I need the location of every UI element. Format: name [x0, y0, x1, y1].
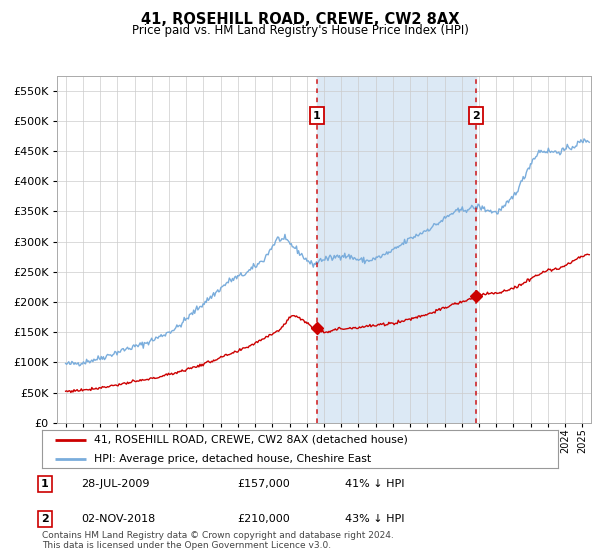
Text: 41% ↓ HPI: 41% ↓ HPI: [345, 479, 404, 489]
Bar: [317, 76, 476, 423]
Text: £210,000: £210,000: [237, 514, 290, 524]
Text: Contains HM Land Registry data © Crown copyright and database right 2024.
This d: Contains HM Land Registry data © Crown c…: [42, 530, 394, 550]
Text: 28-JUL-2009: 28-JUL-2009: [81, 479, 149, 489]
Text: £157,000: £157,000: [237, 479, 290, 489]
Text: 43% ↓ HPI: 43% ↓ HPI: [345, 514, 404, 524]
Text: HPI: Average price, detached house, Cheshire East: HPI: Average price, detached house, Ches…: [94, 454, 371, 464]
Text: 2: 2: [41, 514, 49, 524]
Text: 41, ROSEHILL ROAD, CREWE, CW2 8AX (detached house): 41, ROSEHILL ROAD, CREWE, CW2 8AX (detac…: [94, 435, 407, 445]
Text: 1: 1: [41, 479, 49, 489]
Text: 2: 2: [472, 110, 480, 120]
Text: 02-NOV-2018: 02-NOV-2018: [81, 514, 155, 524]
Text: 1: 1: [313, 110, 320, 120]
Text: 41, ROSEHILL ROAD, CREWE, CW2 8AX: 41, ROSEHILL ROAD, CREWE, CW2 8AX: [141, 12, 459, 27]
Text: Price paid vs. HM Land Registry's House Price Index (HPI): Price paid vs. HM Land Registry's House …: [131, 24, 469, 37]
